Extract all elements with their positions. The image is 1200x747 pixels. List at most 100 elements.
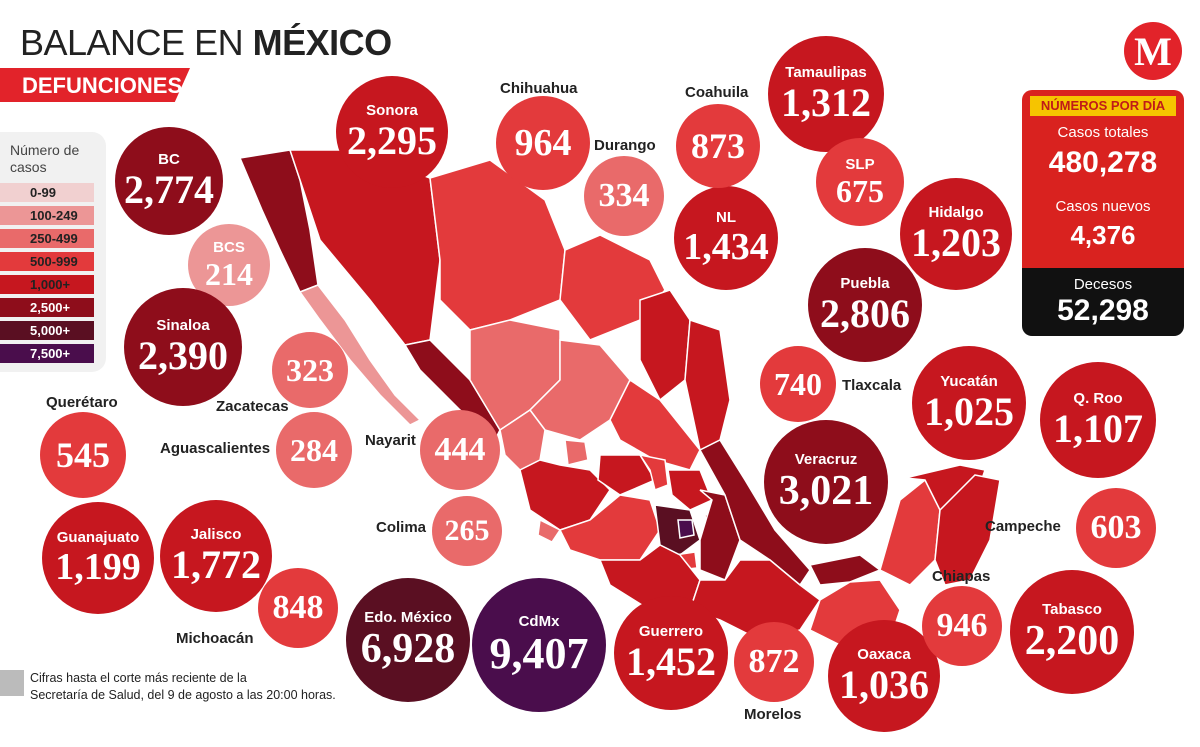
state-tamaulipas	[684, 318, 731, 452]
label-nayarit: Nayarit	[365, 432, 416, 449]
bubble-chiapas: 946	[922, 586, 1002, 666]
legend-title: Número de casos	[10, 142, 80, 175]
label-zacatecas: Zacatecas	[216, 398, 289, 415]
stats-bottom	[1022, 268, 1184, 336]
bubble-guanajuato: Guanajuato 1,199	[42, 502, 154, 614]
legend-label: 0-99	[30, 185, 57, 200]
note-marker	[0, 670, 24, 696]
state-name: Guerrero	[638, 622, 704, 640]
legend-item: 7,500+	[0, 344, 94, 363]
bubble-sonora: Sonora 2,295	[336, 76, 448, 188]
bubble-guerrero: Guerrero 1,452	[614, 596, 728, 710]
state-name: Puebla	[840, 274, 890, 292]
state-value: 1,772	[171, 542, 261, 588]
bubble-michoacan: 848	[258, 568, 338, 648]
legend-swatch	[0, 298, 94, 317]
bubble-puebla: Puebla 2,806	[808, 248, 922, 362]
page-title: BALANCE EN MÉXICO	[20, 22, 392, 64]
state-name: Tabasco	[1042, 600, 1102, 618]
state-value: 2,390	[138, 333, 228, 379]
bubble-tamaulipas: Tamaulipas 1,312	[768, 36, 884, 152]
bubble-jalisco: Jalisco 1,772	[160, 500, 272, 612]
new-cases-value: 4,376	[1070, 220, 1136, 250]
label-morelos: Morelos	[744, 706, 802, 723]
legend-swatch	[0, 275, 94, 294]
state-name: BC	[158, 150, 180, 168]
bubble-tabasco: Tabasco 2,200	[1010, 570, 1134, 694]
legend-label: 1,000+	[30, 277, 71, 292]
state-guanajuato	[597, 454, 657, 496]
state-campeche	[879, 478, 941, 586]
label-campeche: Campeche	[985, 518, 1061, 535]
label-michoacan: Michoacán	[176, 630, 254, 647]
state-value: 1,036	[839, 662, 929, 708]
state-nl	[639, 289, 691, 402]
state-value: 872	[748, 643, 800, 680]
note-line-2: Secretaría de Salud, del 9 de agosto a l…	[30, 688, 336, 702]
daily-numbers-panel: NÚMEROS POR DÍA Casos totales 480,278 Ca…	[1022, 90, 1184, 336]
deaths-value: 52,298	[1057, 294, 1149, 327]
state-value: 2,200	[1024, 618, 1120, 665]
state-value: 545	[56, 435, 110, 475]
new-cases-label: Casos nuevos	[1055, 198, 1151, 215]
state-veracruz	[698, 439, 811, 587]
state-value: 1,452	[626, 639, 716, 685]
stats-header: NÚMEROS POR DÍA	[1030, 96, 1176, 116]
state-jalisco	[519, 459, 611, 531]
state-value: 848	[272, 589, 324, 626]
bubble-colima: 265	[432, 496, 502, 566]
bubble-zacatecas: 323	[272, 332, 348, 408]
label-colima: Colima	[376, 519, 427, 536]
legend-label: 7,500+	[30, 346, 71, 361]
state-name: Tamaulipas	[785, 63, 867, 81]
state-value: 740	[774, 366, 822, 402]
bubble-cdmx: CdMx 9,407	[472, 578, 606, 712]
state-value: 1,434	[683, 226, 769, 269]
bubble-durango: 334	[584, 156, 664, 236]
bubble-edomex: Edo. México 6,928	[346, 578, 470, 702]
state-name: Q. Roo	[1073, 389, 1123, 407]
state-name: Veracruz	[794, 450, 858, 468]
state-value: 444	[434, 431, 486, 468]
state-name: BCS	[213, 238, 245, 256]
note-line-1: Cifras hasta el corte más reciente de la	[30, 671, 247, 685]
state-name: CdMx	[518, 612, 560, 630]
legend-swatch	[0, 321, 94, 340]
legend-swatch	[0, 229, 94, 248]
label-queretaro: Querétaro	[46, 394, 118, 411]
title-light: BALANCE EN	[20, 22, 253, 63]
legend-item: 100-249	[0, 206, 94, 225]
legend-label: 100-249	[30, 208, 78, 223]
bubble-sinaloa: Sinaloa 2,390	[124, 288, 242, 406]
state-aguascalientes	[564, 439, 589, 466]
state-value: 265	[444, 514, 490, 547]
legend-item: 250-499	[0, 229, 94, 248]
legend-swatch	[0, 206, 94, 225]
label-chihuahua: Chihuahua	[500, 80, 578, 97]
label-durango: Durango	[594, 137, 656, 154]
bubble-aguascalientes: 284	[276, 412, 352, 488]
bubble-slp: SLP 675	[816, 138, 904, 226]
label-coahuila: Coahuila	[685, 84, 749, 101]
state-value: 2,774	[124, 167, 214, 213]
bubble-queretaro: 545	[40, 412, 126, 498]
legend-item: 2,500+	[0, 298, 94, 317]
state-value: 946	[936, 607, 988, 644]
state-name: Sinaloa	[156, 316, 210, 334]
legend-label: 250-499	[30, 231, 78, 246]
legend-swatch	[0, 183, 94, 202]
subtitle: DEFUNCIONES	[22, 73, 183, 98]
bubble-qroo: Q. Roo 1,107	[1040, 362, 1156, 478]
stats-top	[1022, 90, 1184, 268]
label-chiapas: Chiapas	[932, 568, 991, 585]
bubble-yucatan: Yucatán 1,025	[912, 346, 1026, 460]
state-queretaro	[638, 453, 669, 492]
bubble-veracruz: Veracruz 3,021	[764, 420, 888, 544]
state-value: 3,021	[778, 468, 874, 515]
state-value: 1,199	[55, 546, 141, 589]
state-value: 603	[1090, 509, 1142, 546]
state-value: 6,928	[360, 626, 456, 673]
label-tlaxcala: Tlaxcala	[842, 377, 902, 394]
